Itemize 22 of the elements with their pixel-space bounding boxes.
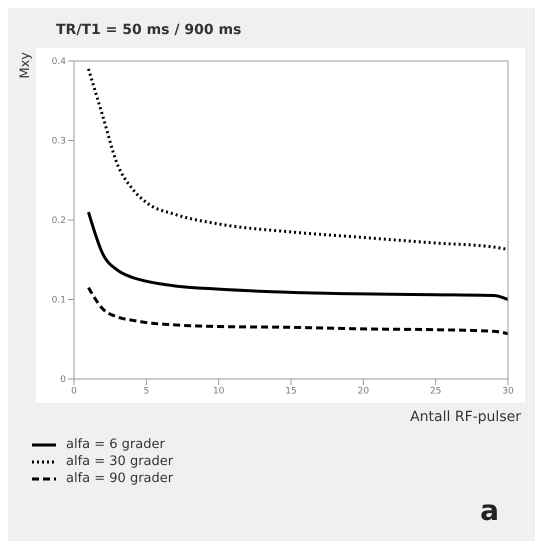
y-tick-label: 0.4: [52, 57, 66, 68]
x-tick-label: 15: [285, 386, 297, 396]
y-tick-label: 0.3: [52, 136, 66, 147]
y-tick-label: 0.2: [52, 216, 66, 226]
x-tick-label: 0: [71, 386, 78, 396]
y-tick-label: 0.1: [52, 296, 66, 306]
legend-label: alfa = 30 grader: [66, 454, 174, 469]
line-series: [86, 286, 508, 336]
x-tick-label: 5: [143, 386, 150, 396]
y-axis-title: Mxy: [18, 52, 34, 79]
legend-label: alfa = 6 grader: [66, 437, 165, 452]
y-tick-label: 0: [60, 375, 66, 386]
text: a: [480, 494, 499, 527]
legend-label: alfa = 90 grader: [66, 471, 174, 486]
x-tick-label: 25: [430, 386, 442, 396]
line-series: [86, 210, 508, 301]
line-series: [86, 67, 508, 251]
x-tick-label: 30: [502, 386, 514, 396]
x-tick-label: 20: [358, 386, 370, 396]
x-tick-label: 10: [212, 386, 225, 396]
chart-title: TR/T1 = 50 ms / 900 ms: [55, 21, 242, 40]
x-axis-title: Antall RF-pulser: [409, 408, 522, 425]
